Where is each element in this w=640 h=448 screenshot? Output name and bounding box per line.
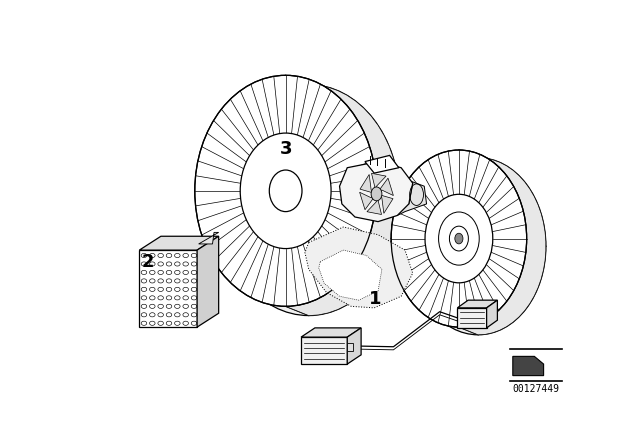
Polygon shape [458,308,486,328]
Polygon shape [348,343,353,351]
Polygon shape [365,155,399,173]
Polygon shape [319,250,382,300]
Polygon shape [301,337,348,364]
Polygon shape [305,227,413,308]
Ellipse shape [455,233,463,244]
Ellipse shape [240,133,331,249]
Polygon shape [198,233,219,244]
Polygon shape [285,75,399,315]
Ellipse shape [218,85,399,315]
Polygon shape [458,300,497,308]
Polygon shape [140,236,219,250]
Polygon shape [360,174,376,194]
Polygon shape [301,328,361,337]
Text: 2: 2 [142,254,154,271]
Polygon shape [197,236,219,327]
Polygon shape [397,178,427,215]
Polygon shape [513,356,543,375]
Ellipse shape [195,75,376,306]
Polygon shape [376,194,393,213]
Polygon shape [140,250,197,327]
Ellipse shape [391,150,527,327]
Ellipse shape [410,158,546,335]
Ellipse shape [371,187,382,201]
Text: 3: 3 [280,140,292,158]
Polygon shape [459,150,546,335]
Text: 00127449: 00127449 [513,383,559,394]
Polygon shape [376,178,394,195]
Text: 1: 1 [369,290,381,308]
Polygon shape [486,300,497,328]
Polygon shape [367,194,381,215]
Ellipse shape [269,170,302,211]
Polygon shape [340,162,413,222]
Polygon shape [371,173,386,194]
Polygon shape [348,328,361,364]
Polygon shape [360,192,376,210]
Ellipse shape [425,194,493,283]
